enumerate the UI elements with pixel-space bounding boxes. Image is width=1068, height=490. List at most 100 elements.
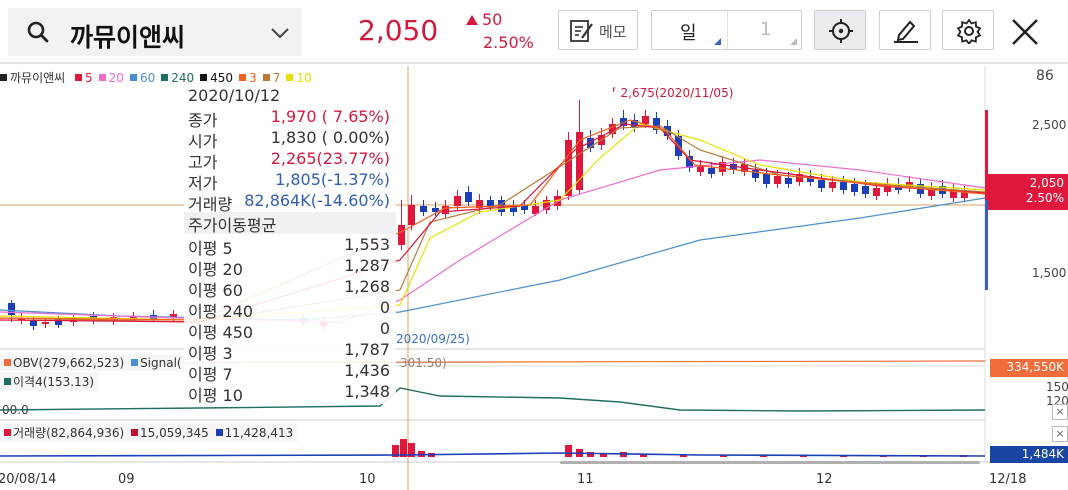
legend-ma-label: 240: [171, 71, 195, 85]
disparity-line: [0, 387, 986, 412]
candle-body: [510, 206, 517, 212]
y-axis-top: 86: [1036, 68, 1054, 84]
top-bar: 까뮤이앤씨 2,050 50 2.50% 메모 일 1: [0, 0, 1068, 64]
x-label-3: 11: [577, 472, 594, 487]
candle-body: [829, 182, 836, 188]
legend-ma-2: 60: [129, 71, 158, 85]
low-annotation: 2020/09/25): [396, 332, 470, 346]
candle-body: [631, 120, 638, 128]
disparity-legend: 이격4(153.13): [0, 372, 99, 391]
tooltip-value: 1,805(-1.37%): [275, 170, 390, 189]
volume-bar: [640, 454, 647, 457]
tooltip-ma-key: 이평 240: [188, 302, 254, 321]
tooltip-value: 2,265(23.77%): [270, 149, 390, 168]
chart-legend: 까뮤이앤씨 5 20 60 240 450 3 7 10: [0, 69, 322, 86]
legend-main-title: 까뮤이앤씨: [10, 71, 66, 85]
stock-search-box[interactable]: 까뮤이앤씨: [8, 8, 302, 56]
tooltip-row: 저가 1,805(-1.37%): [188, 170, 392, 193]
close-volume-button[interactable]: ×: [1052, 426, 1068, 442]
candle-body: [408, 205, 415, 225]
candle-body: [928, 188, 935, 196]
crosshair-button[interactable]: [814, 10, 866, 50]
tooltip-ma-row: 이평 7 1,436: [188, 361, 392, 384]
signal-tail-label: 301.50): [400, 356, 447, 370]
legend-ma-4: 450: [200, 71, 236, 85]
y-axis-2500: 2,500: [1032, 118, 1067, 132]
period-unit[interactable]: 일: [680, 23, 697, 44]
tooltip-date: 2020/10/12: [188, 86, 281, 105]
tooltip-ma-key: 이평 5: [188, 239, 233, 258]
period-selector[interactable]: 일 1: [651, 10, 802, 50]
tooltip-key: 저가: [188, 174, 218, 193]
draw-tool-button[interactable]: [879, 10, 931, 50]
candle-body: [576, 132, 583, 190]
obv-value-tag: 334,550K: [990, 359, 1068, 377]
volume-bar: [400, 439, 407, 457]
tooltip-ma-row: 이평 3 1,787: [188, 340, 392, 363]
price-tag-value: 2,050: [1029, 176, 1064, 190]
price-change: 50: [482, 10, 503, 29]
candle-body: [465, 192, 472, 202]
legend-ma-swatch: [239, 74, 247, 81]
candle-body: [476, 200, 483, 208]
candle-body: [763, 174, 770, 184]
legend-ma-swatch: [286, 74, 294, 81]
price-tag-pct: 2.50%: [1025, 191, 1064, 205]
legend-ma-1: 20: [98, 71, 127, 85]
candle-body: [752, 170, 759, 178]
tooltip-ma-row: 이평 60 1,268: [188, 277, 392, 300]
legend-ma-label: 3: [249, 71, 257, 85]
candle-body: [398, 225, 405, 245]
tooltip-row: 시가 1,830 ( 0.00%): [188, 128, 392, 151]
candle-body: [653, 118, 660, 130]
legend-ma-label: 20: [108, 71, 124, 85]
tooltip-ma-value: 1,553: [344, 235, 390, 254]
gear-icon: [956, 18, 982, 44]
close-icon[interactable]: [1010, 17, 1040, 47]
pen-draw-icon: [894, 20, 918, 43]
candle-body: [170, 314, 177, 318]
tooltip-ma-key: 이평 3: [188, 344, 233, 363]
x-label-1: 09: [118, 472, 135, 487]
obv-legend: OBV(279,662,523) Signal(: [0, 355, 186, 371]
settings-button[interactable]: [942, 10, 994, 50]
volume-bar: [587, 452, 594, 457]
search-icon: [27, 21, 49, 43]
period-unit-dropdown-icon: [714, 38, 721, 45]
candle-body: [884, 184, 891, 192]
legend-ma-swatch: [200, 74, 208, 81]
tooltip-ma-row: 이평 5 1,553: [188, 235, 392, 258]
tooltip-ma-key: 이평 60: [188, 281, 243, 300]
tooltip-ma-value: 1,436: [344, 361, 390, 380]
x-label-2: 10: [359, 472, 376, 487]
chevron-down-icon[interactable]: [270, 26, 290, 40]
memo-button[interactable]: 메모: [558, 10, 638, 50]
legend-ma-swatch: [262, 74, 270, 81]
memo-label: 메모: [599, 23, 627, 41]
high-marker-icon: ⸢: [612, 86, 621, 100]
period-count[interactable]: 1: [760, 19, 772, 40]
candle-body: [543, 200, 550, 210]
close-disparity-button[interactable]: ×: [1052, 404, 1068, 420]
stock-name: 까뮤이앤씨: [70, 23, 186, 52]
candle-body: [807, 176, 814, 182]
price-change-pct: 2.50%: [483, 33, 534, 52]
x-label-5: 12/18: [989, 472, 1027, 487]
candle-body: [950, 190, 957, 198]
tooltip-row: 종가 1,970 ( 7.65%): [188, 107, 392, 130]
candle-body: [609, 124, 616, 134]
crosshair-tooltip: 2020/10/12 종가 1,970 ( 7.65%) 시가 1,830 ( 0.0…: [184, 86, 396, 405]
legend-ma-label: 10: [296, 71, 312, 85]
candle-body: [521, 205, 528, 210]
price-range-bar-down: [985, 200, 988, 290]
tooltip-ma-row: 이평 450 0: [188, 319, 392, 342]
disparity-150: 150: [1046, 380, 1068, 394]
legend-ma-0: 5: [75, 71, 96, 85]
legend-ma-label: 7: [272, 71, 281, 85]
tooltip-ma-value: 1,348: [344, 382, 390, 401]
tooltip-value: 1,830 ( 0.00%): [270, 128, 390, 147]
tooltip-ma-key: 이평 10: [188, 386, 243, 405]
tooltip-ma-value: 1,268: [344, 277, 390, 296]
candle-body: [862, 186, 869, 194]
candle-body: [442, 206, 449, 214]
